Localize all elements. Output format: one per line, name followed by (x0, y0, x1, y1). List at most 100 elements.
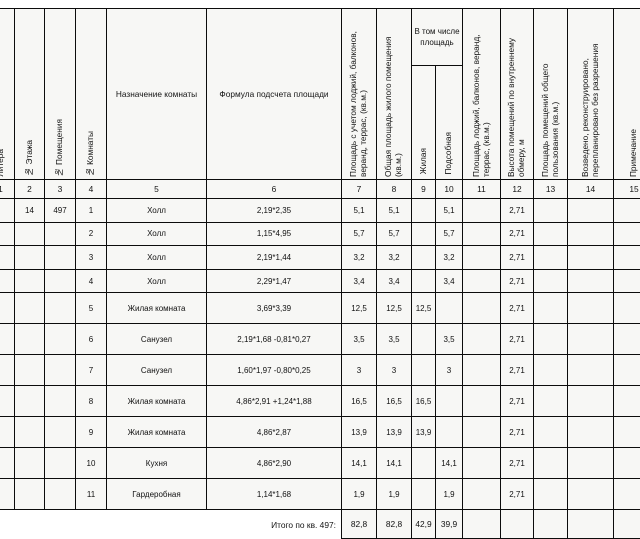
cell-total-living-area: 3,2 (377, 246, 412, 270)
cell-area-with-balconies: 5,1 (342, 199, 377, 223)
cell-ceiling-height: 2,71 (501, 355, 534, 386)
cell-auxiliary: 5,1 (436, 199, 463, 223)
header-label-2: № Этажа (25, 140, 35, 177)
cell-purpose: Кухня (107, 448, 207, 479)
sheet-canvas: Литера № Этажа № Помещения № Комнаты Наз… (0, 0, 640, 477)
cell-ceiling-height: 2,71 (501, 448, 534, 479)
cell-living (412, 222, 436, 246)
cell-notes (614, 324, 640, 355)
cell-room: 11 (76, 479, 107, 510)
cell-total-living-area: 13,9 (377, 417, 412, 448)
cell-premise: 497 (45, 199, 76, 223)
header-label-12: Высота помещений по внутреннему обмеру, … (507, 17, 527, 177)
cell-notes (614, 448, 640, 479)
cell-formula: 1,14*1,68 (207, 479, 342, 510)
header-group-label: В том числе площадь (414, 27, 459, 48)
header-cell-auxiliary: Подсобная (436, 66, 463, 180)
cell-formula: 1,60*1,97 -0,80*0,25 (207, 355, 342, 386)
cell-ceiling-height: 2,71 (501, 417, 534, 448)
header-cell-purpose: Назначение комнаты (107, 9, 207, 180)
cell-premise (45, 386, 76, 417)
cell-balcony-area (463, 222, 501, 246)
cell-floor (15, 293, 45, 324)
colnum-5: 5 (107, 180, 207, 199)
cell-living (412, 324, 436, 355)
cell-common-area (534, 355, 568, 386)
cell-unauthorized-works (568, 222, 614, 246)
cell-living: 12,5 (412, 293, 436, 324)
cell-litera (0, 199, 15, 223)
cell-formula: 4,86*2,90 (207, 448, 342, 479)
cell-balcony-area (463, 417, 501, 448)
cell-auxiliary: 3,5 (436, 324, 463, 355)
totals-label: Итого по кв. 497: (207, 510, 342, 539)
cell-litera (0, 448, 15, 479)
cell-area-with-balconies: 3,4 (342, 269, 377, 293)
cell-litera (0, 246, 15, 270)
cell-floor (15, 479, 45, 510)
header-cell-premise: № Помещения (45, 9, 76, 180)
totals-c10: 39,9 (436, 510, 463, 539)
cell-area-with-balconies: 3 (342, 355, 377, 386)
cell-litera (0, 269, 15, 293)
cell-ceiling-height: 2,71 (501, 293, 534, 324)
cell-area-with-balconies: 13,9 (342, 417, 377, 448)
cell-auxiliary: 5,7 (436, 222, 463, 246)
cell-total-living-area: 3,4 (377, 269, 412, 293)
cell-litera (0, 386, 15, 417)
cell-auxiliary (436, 386, 463, 417)
cell-floor (15, 386, 45, 417)
cell-common-area (534, 246, 568, 270)
cell-total-living-area: 3 (377, 355, 412, 386)
cell-premise (45, 269, 76, 293)
cell-premise (45, 355, 76, 386)
cell-floor (15, 448, 45, 479)
cell-formula: 4,86*2,91 +1,24*1,88 (207, 386, 342, 417)
cell-common-area (534, 448, 568, 479)
cell-purpose: Холл (107, 222, 207, 246)
cell-auxiliary: 3 (436, 355, 463, 386)
cell-notes (614, 293, 640, 324)
colnum-3: 3 (45, 180, 76, 199)
header-cell-living: Жилая (412, 66, 436, 180)
totals-spacer (0, 510, 207, 539)
cell-floor (15, 324, 45, 355)
cell-balcony-area (463, 355, 501, 386)
cell-living (412, 355, 436, 386)
column-number-row: 1 2 3 4 5 6 7 8 9 10 11 12 13 14 15 (0, 180, 640, 199)
cell-common-area (534, 222, 568, 246)
cell-notes (614, 355, 640, 386)
cell-common-area (534, 417, 568, 448)
cell-litera (0, 479, 15, 510)
cell-floor (15, 222, 45, 246)
cell-living: 16,5 (412, 386, 436, 417)
header-cell-floor: № Этажа (15, 9, 45, 180)
totals-c12 (501, 510, 534, 539)
cell-balcony-area (463, 448, 501, 479)
cell-auxiliary (436, 417, 463, 448)
cell-living (412, 246, 436, 270)
header-label-14: Возведено, реконструировано, перепланиро… (581, 17, 601, 177)
cell-room: 6 (76, 324, 107, 355)
header-cell-common-area: Площадь помещений общего пользования (кв… (534, 9, 568, 180)
header-label-1: Литера (0, 149, 5, 177)
cell-notes (614, 386, 640, 417)
cell-living (412, 199, 436, 223)
colnum-8: 8 (377, 180, 412, 199)
cell-floor (15, 246, 45, 270)
cell-notes (614, 269, 640, 293)
cell-ceiling-height: 2,71 (501, 199, 534, 223)
cell-litera (0, 355, 15, 386)
cell-formula: 4,86*2,87 (207, 417, 342, 448)
header-cell-room: № Комнаты (76, 9, 107, 180)
cell-unauthorized-works (568, 246, 614, 270)
colnum-2: 2 (15, 180, 45, 199)
cell-premise (45, 222, 76, 246)
cell-purpose: Холл (107, 199, 207, 223)
cell-room: 7 (76, 355, 107, 386)
cell-living: 13,9 (412, 417, 436, 448)
cell-purpose: Жилая комната (107, 293, 207, 324)
header-cell-balcony-area: Площадь лоджий, балконов, веранд, террас… (463, 9, 501, 180)
header-label-3: № Помещения (55, 119, 65, 177)
